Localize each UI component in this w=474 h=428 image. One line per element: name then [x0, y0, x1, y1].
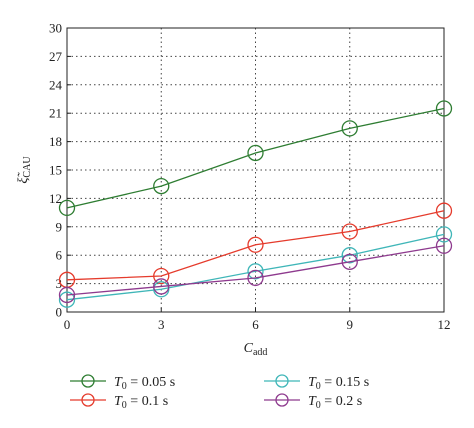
x-axis-label-text: Cadd: [244, 341, 268, 358]
x-tick-label: 12: [438, 317, 451, 332]
legend-label: T0 = 0.15 s: [308, 375, 369, 392]
y-tick-label: 0: [56, 305, 63, 320]
y-tick-label: 15: [49, 163, 62, 178]
y-tick-label: 24: [49, 77, 63, 92]
x-tick-label: 0: [64, 317, 71, 332]
y-tick-label: 27: [49, 49, 63, 64]
x-tick-label: 3: [158, 317, 165, 332]
x-tick-label: 9: [347, 317, 354, 332]
legend-label: T0 = 0.1 s: [114, 394, 168, 411]
y-tick-label: 30: [49, 21, 62, 36]
y-axis-label-text: ξ̃CAU: [16, 156, 33, 184]
series-line: [67, 211, 444, 280]
legend: T0 = 0.05 s T0 = 0.1 s T0 = 0.15 s T0 = 0.2…: [70, 375, 369, 411]
y-tick-label: 21: [49, 106, 62, 121]
legend-label: T0 = 0.2 s: [308, 394, 362, 411]
y-tick-label: 9: [56, 219, 63, 234]
x-tick-label: 6: [252, 317, 259, 332]
x-axis-label: Cadd: [244, 341, 268, 358]
legend-label: T0 = 0.05 s: [114, 375, 175, 392]
legend-item: T0 = 0.15 s: [264, 375, 369, 392]
legend-item: T0 = 0.1 s: [70, 394, 168, 411]
y-axis-label: ξ̃CAU: [16, 156, 33, 184]
legend-item: T0 = 0.05 s: [70, 375, 175, 392]
grid-lines: [67, 28, 444, 312]
legend-item: T0 = 0.2 s: [264, 394, 362, 411]
series: [60, 238, 452, 302]
y-tick-label: 6: [56, 248, 63, 263]
y-tick-label: 18: [49, 134, 62, 149]
